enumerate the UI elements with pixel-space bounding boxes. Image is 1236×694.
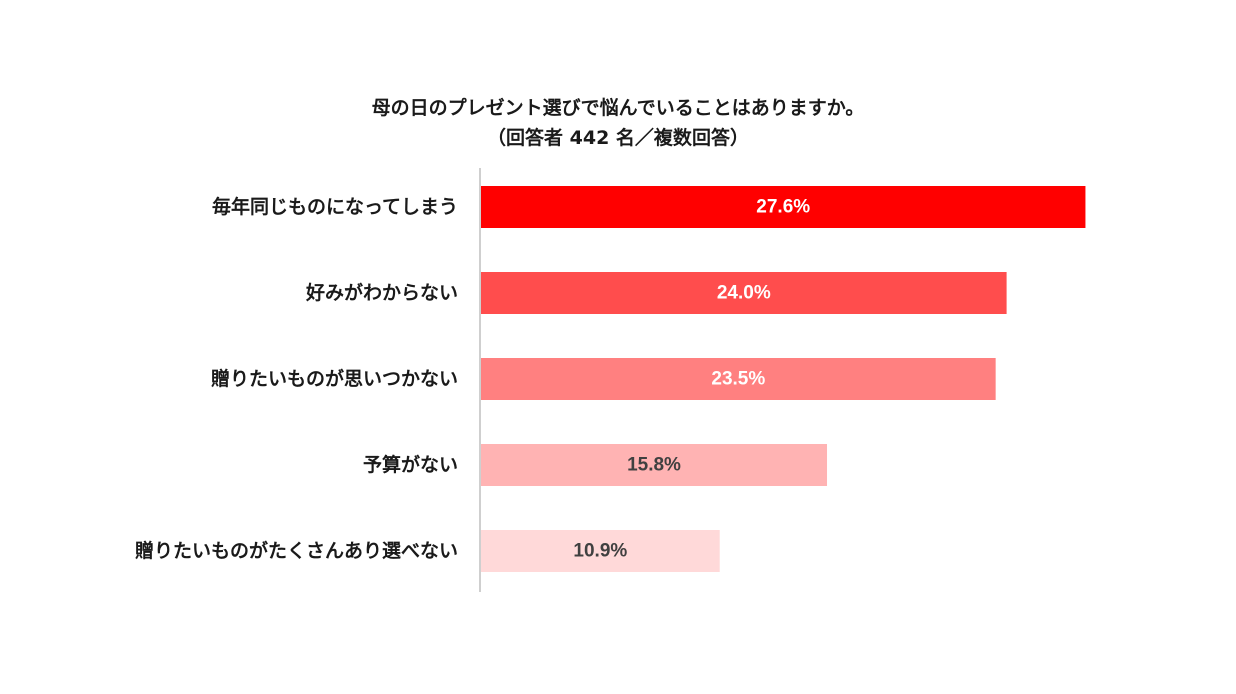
- category-label: 毎年同じものになってしまう: [212, 195, 458, 218]
- category-label: 好みがわからない: [305, 281, 458, 304]
- category-label: 贈りたいものが思いつかない: [211, 367, 458, 390]
- chart-title-block: 母の日のプレゼント選びで悩んでいることはありますか。 （回答者 442 名／複数…: [0, 93, 1236, 153]
- bar: [481, 358, 996, 400]
- bar: [481, 444, 828, 486]
- data-label: 27.6%: [756, 197, 810, 218]
- data-label: 23.5%: [711, 369, 765, 390]
- category-label: 贈りたいものがたくさんあり選べない: [135, 539, 458, 562]
- bar: [481, 186, 1086, 228]
- bar: [481, 530, 720, 572]
- data-label: 24.0%: [717, 283, 771, 304]
- bar: [481, 272, 1007, 314]
- category-label: 予算がない: [363, 453, 458, 476]
- data-label: 15.8%: [627, 455, 681, 476]
- chart-subtitle: （回答者 442 名／複数回答）: [487, 127, 749, 149]
- chart-title: 母の日のプレゼント選びで悩んでいることはありますか。: [371, 97, 865, 119]
- data-label: 10.9%: [573, 541, 627, 562]
